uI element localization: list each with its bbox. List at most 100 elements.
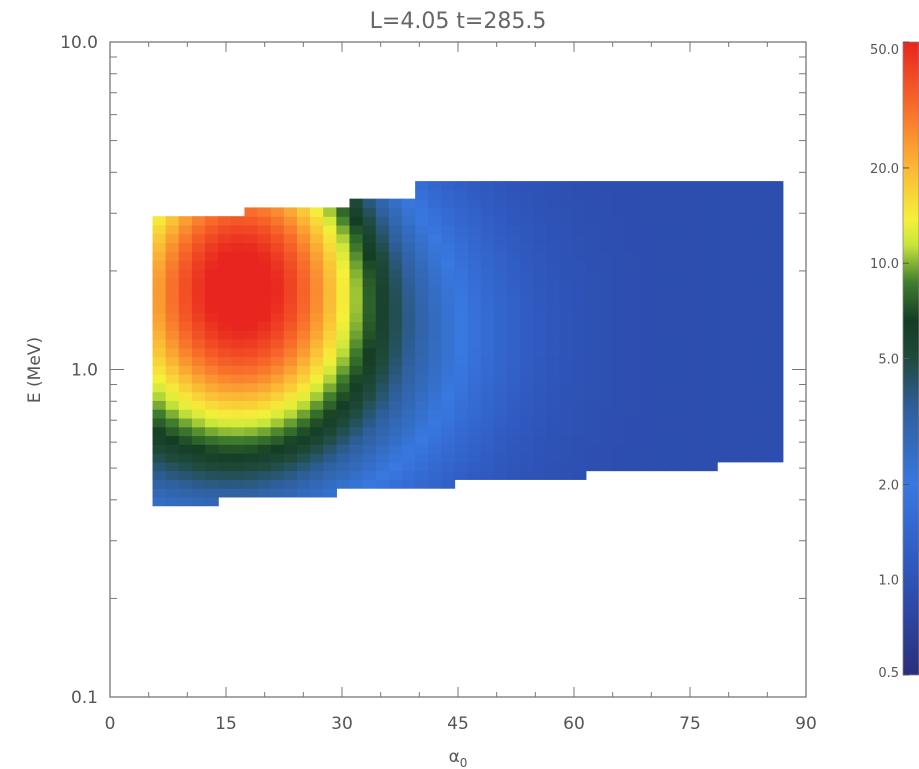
heatmap-cell (283, 295, 298, 305)
heatmap-cell (205, 470, 219, 480)
heatmap-cell (270, 251, 285, 261)
heatmap-cell (178, 435, 193, 445)
heatmap-cell (585, 444, 600, 454)
heatmap-cell (598, 312, 613, 323)
heatmap-cell (612, 198, 626, 209)
heatmap-cell (651, 391, 666, 401)
heatmap-cell (362, 207, 377, 217)
heatmap-cell (520, 391, 534, 401)
heatmap-cell (415, 277, 429, 287)
heatmap-cell (323, 242, 337, 252)
heatmap-cell (585, 347, 600, 358)
heatmap-cell (231, 233, 246, 244)
heatmap-cell (205, 260, 219, 270)
heatmap-cell (205, 330, 219, 340)
heatmap-cell (625, 181, 639, 191)
heatmap-cell (165, 409, 180, 419)
heatmap-cell (572, 198, 587, 209)
heatmap-cell (743, 347, 758, 358)
heatmap-cell (336, 303, 351, 314)
heatmap-cell (205, 268, 219, 279)
heatmap-cell (402, 233, 416, 244)
heatmap-cell (743, 374, 758, 384)
heatmap-cell (191, 374, 206, 384)
heatmap-cell (467, 295, 482, 305)
heatmap-cell (165, 479, 180, 489)
heatmap-cell (585, 391, 600, 401)
heatmap-cell (690, 356, 705, 366)
heatmap-cell (257, 295, 272, 305)
heatmap-cell (507, 365, 521, 375)
heatmap-cell (296, 479, 311, 489)
heatmap-cell (756, 295, 771, 305)
heatmap-cell (205, 251, 219, 261)
heatmap-cell (625, 391, 639, 401)
heatmap-cell (310, 461, 324, 472)
heatmap-cell (533, 251, 548, 261)
heatmap-cell (270, 321, 285, 331)
heatmap-cell (625, 338, 639, 349)
heatmap-cell (546, 321, 561, 331)
heatmap-cell (585, 251, 600, 261)
heatmap-cell (612, 382, 626, 393)
heatmap-cell (559, 260, 574, 270)
heatmap-cell (205, 391, 219, 401)
heatmap-cell (690, 260, 705, 270)
heatmap-cell (677, 417, 692, 428)
heatmap-cell (756, 286, 771, 296)
heatmap-cell (191, 409, 206, 419)
heatmap-cell (493, 426, 508, 437)
heatmap-cell (283, 435, 298, 445)
heatmap-cell (310, 321, 324, 331)
heatmap-cell (362, 347, 377, 358)
heatmap-cell (231, 444, 246, 454)
heatmap-cell (362, 382, 377, 393)
heatmap-cell (651, 312, 666, 323)
heatmap-cell (191, 382, 206, 393)
heatmap-cell (467, 426, 482, 437)
heatmap-cell (612, 207, 626, 217)
heatmap-cell (717, 260, 731, 270)
heatmap-cell (690, 268, 705, 279)
heatmap-cell (296, 417, 311, 428)
heatmap-cell (454, 312, 469, 323)
heatmap-cell (585, 312, 600, 323)
x-tick-label: 60 (563, 714, 585, 734)
heatmap-cell (349, 347, 364, 358)
heatmap-cell (612, 453, 626, 463)
heatmap-cell (296, 277, 311, 287)
heatmap-cell (533, 321, 548, 331)
heatmap-cell (743, 224, 758, 235)
heatmap-cell (388, 374, 403, 384)
heatmap-cell (533, 382, 548, 393)
heatmap-cell (415, 338, 429, 349)
heatmap-cell (467, 435, 482, 445)
heatmap-cell (270, 347, 285, 358)
heatmap-cell (349, 268, 364, 279)
heatmap-cell (244, 426, 259, 437)
heatmap-cell (402, 216, 416, 226)
heatmap-cell (704, 338, 718, 349)
heatmap-cell (165, 470, 180, 480)
heatmap-cell (507, 295, 521, 305)
heatmap-cell (690, 374, 705, 384)
heatmap-cell (323, 417, 337, 428)
heatmap-cell (664, 295, 679, 305)
heatmap-cell (152, 347, 167, 358)
heatmap-cell (231, 277, 246, 287)
heatmap-cell (178, 216, 193, 226)
heatmap-cell (690, 330, 705, 340)
heatmap-cell (244, 295, 259, 305)
heatmap-cell (756, 321, 771, 331)
heatmap-cell (493, 189, 508, 200)
heatmap-cell (638, 365, 653, 375)
heatmap-cell (388, 470, 403, 480)
heatmap-cell (283, 417, 298, 428)
heatmap-cell (257, 435, 272, 445)
heatmap-cell (730, 312, 745, 323)
heatmap-cell (454, 277, 469, 287)
heatmap-cell (507, 356, 521, 366)
heatmap-cell (231, 426, 246, 437)
heatmap-cell (388, 409, 403, 419)
heatmap-cell (178, 242, 193, 252)
